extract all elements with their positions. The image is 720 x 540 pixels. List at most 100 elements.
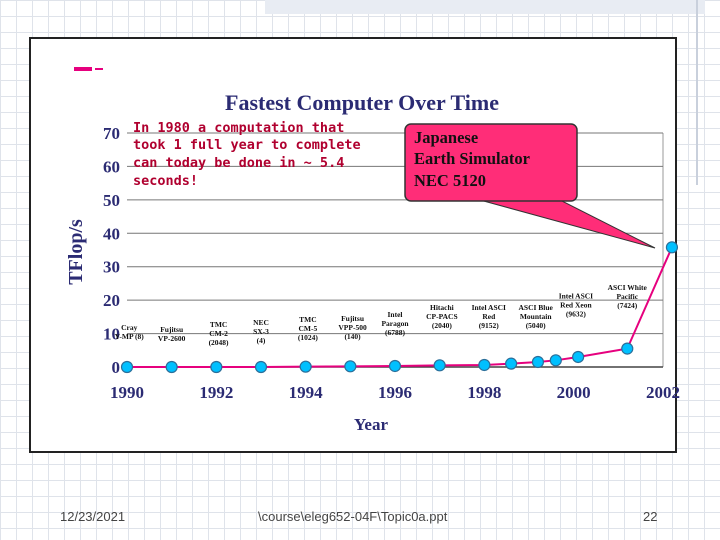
- x-tick-label: 1992: [199, 383, 233, 402]
- point-label-line: (9152): [479, 321, 499, 330]
- data-point: [531, 355, 545, 369]
- y-tick-label: 60: [103, 157, 120, 176]
- point-label-line: CM-2: [209, 329, 228, 338]
- point-label-line: (4): [257, 336, 266, 345]
- point-label-line: Intel ASCI: [559, 291, 593, 300]
- point-label-line: Intel ASCI: [472, 303, 506, 312]
- point-label: Cray Y-MP (8): [115, 323, 145, 341]
- point-label-line: CP-PACS: [426, 312, 458, 321]
- footer-path: \course\eleg652-04F\Topic0a.ppt: [258, 509, 448, 524]
- annotation-text: In 1980 a computation that took 1 full y…: [133, 120, 369, 189]
- decorative-dash-small: [95, 68, 103, 70]
- y-tick-labels: 0 10 20 30 40 50 60 70: [103, 124, 120, 377]
- point-label: Intel ASCI Red (9152): [472, 303, 506, 330]
- point-label-line: Mountain: [520, 312, 553, 321]
- series-group: [120, 241, 679, 374]
- x-tick-labels: 1990 1992 1994 1996 1998 2000 2002: [110, 383, 680, 402]
- point-label-line: (9632): [566, 309, 586, 318]
- x-tick-label: 1994: [289, 383, 324, 402]
- data-point: [621, 342, 634, 355]
- chart-frame: [29, 37, 677, 453]
- data-point: [505, 357, 518, 370]
- point-label: TMC CM-5 (1024): [298, 315, 318, 342]
- x-tick-label: 2000: [557, 383, 591, 402]
- y-axis-label: TFlop/s: [65, 219, 87, 285]
- data-point: [299, 360, 312, 373]
- data-point: [254, 360, 268, 374]
- point-label-line: Fujitsu: [341, 314, 364, 323]
- footer-page-number: 22: [643, 509, 658, 524]
- data-point: [572, 350, 585, 364]
- data-point: [549, 354, 562, 367]
- point-label-line: NEC: [253, 318, 269, 327]
- point-label-line: TMC: [210, 320, 228, 329]
- point-label-line: Pacific: [616, 292, 638, 301]
- y-tick-label: 50: [103, 191, 120, 210]
- point-label: Intel Paragon (6788): [381, 310, 409, 337]
- point-label-line: Red: [482, 312, 496, 321]
- point-label: ASCI White Pacific (7424): [608, 283, 648, 310]
- slide-right-line: [696, 0, 698, 185]
- point-label-line: TMC: [299, 315, 317, 324]
- data-point: [344, 360, 357, 373]
- chart-title: Fastest Computer Over Time: [225, 90, 499, 115]
- data-point: [120, 360, 134, 374]
- data-point: [478, 358, 491, 372]
- point-label-line: Paragon: [381, 319, 409, 328]
- point-label-line: (5040): [526, 321, 546, 330]
- annotation-line: can today be done in ~ 5.4: [133, 155, 344, 171]
- point-label: Fujitsu VP-2600: [158, 325, 186, 343]
- callout-line: NEC 5120: [414, 171, 486, 190]
- point-label-line: CM-5: [299, 324, 318, 333]
- point-label: Fujitsu VPP-500 (140): [338, 314, 367, 341]
- point-label: NEC SX-3 (4): [253, 318, 269, 345]
- point-label-line: Y-MP (8): [115, 332, 145, 341]
- y-tick-label: 70: [103, 124, 120, 143]
- y-tick-label: 10: [103, 325, 120, 344]
- annotation-line: took 1 full year to complete: [133, 137, 361, 153]
- callout-text: Japanese Earth Simulator NEC 5120: [414, 128, 534, 190]
- point-label-line: ASCI Blue: [519, 303, 554, 312]
- x-tick-label: 1990: [110, 383, 144, 402]
- x-tick-label: 1996: [378, 383, 412, 402]
- callout-box: [404, 123, 578, 202]
- point-label-line: (6788): [385, 328, 405, 337]
- point-label-line: VPP-500: [338, 323, 367, 332]
- callout-line: Earth Simulator: [414, 149, 530, 168]
- data-point: [433, 359, 446, 372]
- point-label: Intel ASCI Red Xeon (9632): [559, 291, 593, 318]
- point-label-line: (140): [344, 332, 361, 341]
- point-label: ASCI Blue Mountain (5040): [519, 303, 554, 330]
- y-tick-label: 20: [103, 291, 120, 310]
- y-tick-label: 30: [103, 258, 120, 277]
- slide-top-bar: [265, 0, 705, 14]
- annotation-line: seconds!: [133, 173, 198, 189]
- point-label-line: Hitachi: [430, 303, 454, 312]
- point-label-line: Fujitsu: [160, 325, 183, 334]
- point-label-line: ASCI White: [608, 283, 648, 292]
- y-tick-label: 0: [112, 358, 121, 377]
- decorative-dash: [74, 67, 92, 71]
- point-label-line: Intel: [388, 310, 403, 319]
- point-label: Hitachi CP-PACS (2040): [426, 303, 458, 330]
- annotation-line: In 1980 a computation that: [133, 120, 344, 136]
- point-label-line: Red Xeon: [560, 300, 592, 309]
- point-label-line: (1024): [298, 333, 318, 342]
- footer-date: 12/23/2021: [60, 509, 126, 524]
- x-tick-label: 1998: [467, 383, 501, 402]
- data-point: [210, 360, 223, 374]
- point-label-line: (2048): [209, 338, 229, 347]
- point-label-line: VP-2600: [158, 334, 186, 343]
- point-label: TMC CM-2 (2048): [209, 320, 229, 347]
- point-label-line: (7424): [617, 301, 637, 310]
- callout-line: Japanese: [414, 128, 478, 147]
- y-tick-label: 40: [103, 224, 120, 243]
- data-point: [165, 360, 178, 374]
- point-label-line: SX-3: [253, 327, 269, 336]
- point-label-line: (2040): [432, 321, 452, 330]
- data-point: [388, 359, 402, 373]
- x-axis-label: Year: [354, 415, 388, 434]
- x-tick-label: 2002: [646, 383, 680, 402]
